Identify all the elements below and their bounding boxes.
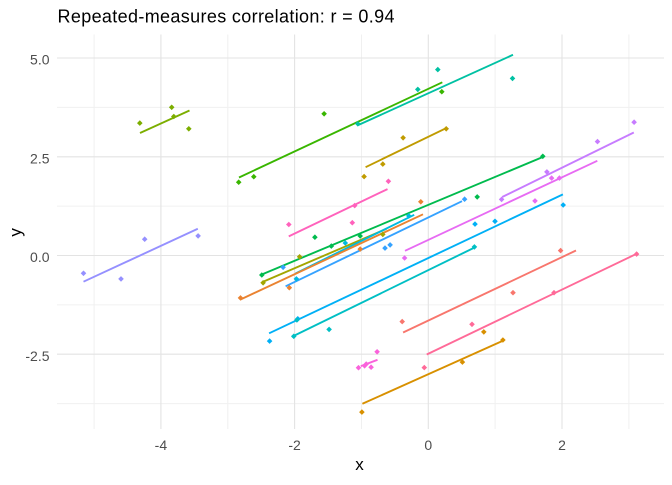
- svg-text:0: 0: [424, 437, 432, 453]
- svg-text:0.0: 0.0: [30, 249, 50, 265]
- svg-text:2.5: 2.5: [30, 150, 50, 166]
- svg-text:2: 2: [558, 437, 566, 453]
- svg-text:y: y: [6, 228, 25, 237]
- svg-text:-4: -4: [155, 437, 168, 453]
- svg-text:-2.5: -2.5: [25, 348, 49, 364]
- svg-text:x: x: [355, 455, 364, 474]
- svg-text:Repeated-measures correlation:: Repeated-measures correlation: r = 0.94: [58, 7, 395, 27]
- svg-text:-2: -2: [288, 437, 301, 453]
- svg-text:5.0: 5.0: [30, 52, 50, 68]
